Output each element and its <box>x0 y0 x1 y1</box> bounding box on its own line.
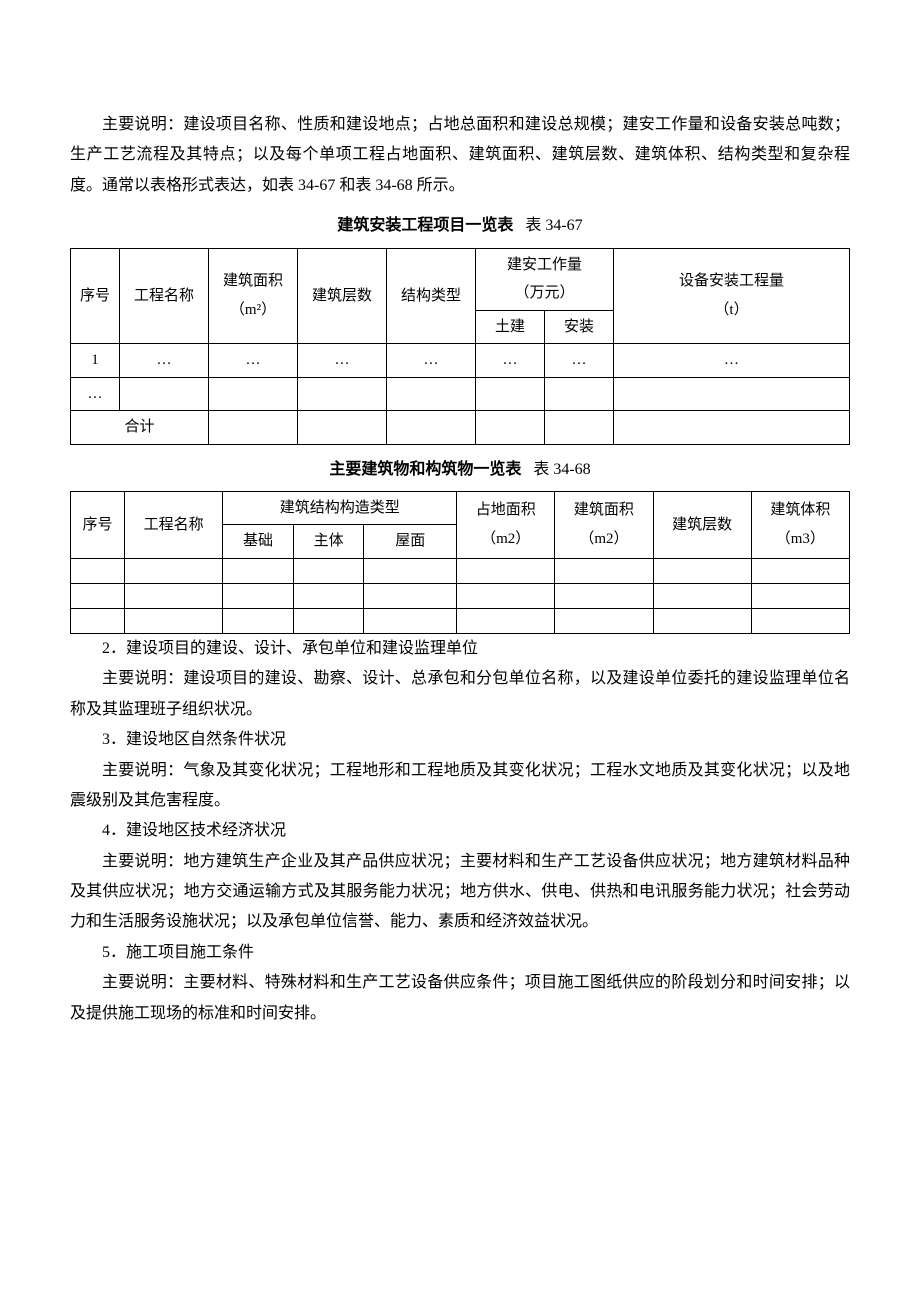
paragraph: 主要说明：地方建筑生产企业及其产品供应状况；主要材料和生产工艺设备供应状况；地方… <box>70 847 850 938</box>
heading-2: 2．建设项目的建设、设计、承包单位和建设监理单位 <box>70 634 850 664</box>
col-install: 安装 <box>545 310 614 344</box>
col-area: 建筑面积 （m²） <box>209 248 298 344</box>
cell: … <box>545 344 614 378</box>
document-page: 主要说明：建设项目名称、性质和建设地点；占地总面积和建设总规模；建安工作量和设备… <box>0 0 920 1229</box>
table2-title-row: 主要建筑物和构筑物一览表 表 34-68 <box>70 455 850 485</box>
cell: … <box>120 344 209 378</box>
table-34-68: 序号 工程名称 建筑结构构造类型 占地面积 （m2） 建筑面积 （m2） 建筑层… <box>70 491 850 634</box>
heading-5: 5．施工项目施工条件 <box>70 938 850 968</box>
cell: … <box>298 344 387 378</box>
col-land-label: 占地面积 <box>476 502 536 518</box>
paragraph: 主要说明：建设项目的建设、勘察、设计、总承包和分包单位名称，以及建设单位委托的建… <box>70 664 850 725</box>
col-build-unit: （m2） <box>579 531 628 547</box>
col-name: 工程名称 <box>125 491 223 558</box>
cell-seq: 1 <box>71 344 120 378</box>
col-base: 基础 <box>223 525 294 559</box>
col-vol-label: 建筑体积 <box>770 502 830 518</box>
col-work-label: 建安工作量 <box>507 257 582 273</box>
col-work-unit: （万元） <box>514 285 574 301</box>
table-row <box>71 583 850 608</box>
table-header-row: 序号 工程名称 建筑结构构造类型 占地面积 （m2） 建筑面积 （m2） 建筑层… <box>71 491 850 525</box>
paragraph: 主要说明：气象及其变化状况；工程地形和工程地质及其变化状况；工程水文地质及其变化… <box>70 756 850 817</box>
table2-number: 表 34-68 <box>533 461 590 478</box>
col-roof: 屋面 <box>364 525 457 559</box>
col-land-unit: （m2） <box>481 531 530 547</box>
col-land: 占地面积 （m2） <box>457 491 555 558</box>
col-equip: 设备安装工程量 （t） <box>614 248 850 344</box>
table1-number: 表 34-67 <box>525 217 582 234</box>
table1-title: 建筑安装工程项目一览表 <box>337 217 513 234</box>
heading-3: 3．建设地区自然条件状况 <box>70 725 850 755</box>
col-name: 工程名称 <box>120 248 209 344</box>
col-area-unit: （m²） <box>230 302 276 318</box>
col-vol-unit: （m3） <box>776 531 825 547</box>
cell: … <box>387 344 476 378</box>
col-equip-label: 设备安装工程量 <box>679 273 784 289</box>
table-row <box>71 608 850 633</box>
cell-sum: 合计 <box>71 411 209 445</box>
paragraph: 主要说明：主要材料、特殊材料和生产工艺设备供应条件；项目施工图纸供应的阶段划分和… <box>70 968 850 1029</box>
col-area-label: 建筑面积 <box>223 273 283 289</box>
table-row <box>71 558 850 583</box>
col-civil: 土建 <box>476 310 545 344</box>
cell: … <box>476 344 545 378</box>
heading-4: 4．建设地区技术经济状况 <box>70 816 850 846</box>
col-floor: 建筑层数 <box>298 248 387 344</box>
table-header-row: 序号 工程名称 建筑面积 （m²） 建筑层数 结构类型 建安工作量 （万元） 设… <box>71 248 850 310</box>
cell-seq: … <box>71 377 120 411</box>
table-34-67: 序号 工程名称 建筑面积 （m²） 建筑层数 结构类型 建安工作量 （万元） 设… <box>70 248 850 445</box>
cell: … <box>209 344 298 378</box>
col-struct: 结构类型 <box>387 248 476 344</box>
paragraph-intro: 主要说明：建设项目名称、性质和建设地点；占地总面积和建设总规模；建安工作量和设备… <box>70 110 850 201</box>
table-row: 1 … … … … … … … <box>71 344 850 378</box>
col-seq: 序号 <box>71 491 125 558</box>
col-work: 建安工作量 （万元） <box>476 248 614 310</box>
table2-title: 主要建筑物和构筑物一览表 <box>329 461 521 478</box>
cell: … <box>614 344 850 378</box>
table-row-sum: 合计 <box>71 411 850 445</box>
col-body: 主体 <box>293 525 364 559</box>
table-row: … <box>71 377 850 411</box>
col-build-label: 建筑面积 <box>574 502 634 518</box>
col-vol: 建筑体积 （m3） <box>751 491 849 558</box>
table1-title-row: 建筑安装工程项目一览表 表 34-67 <box>70 211 850 241</box>
col-struct: 建筑结构构造类型 <box>223 491 457 525</box>
col-build: 建筑面积 （m2） <box>555 491 653 558</box>
col-seq: 序号 <box>71 248 120 344</box>
col-floor: 建筑层数 <box>653 491 751 558</box>
col-equip-unit: （t） <box>714 302 748 318</box>
